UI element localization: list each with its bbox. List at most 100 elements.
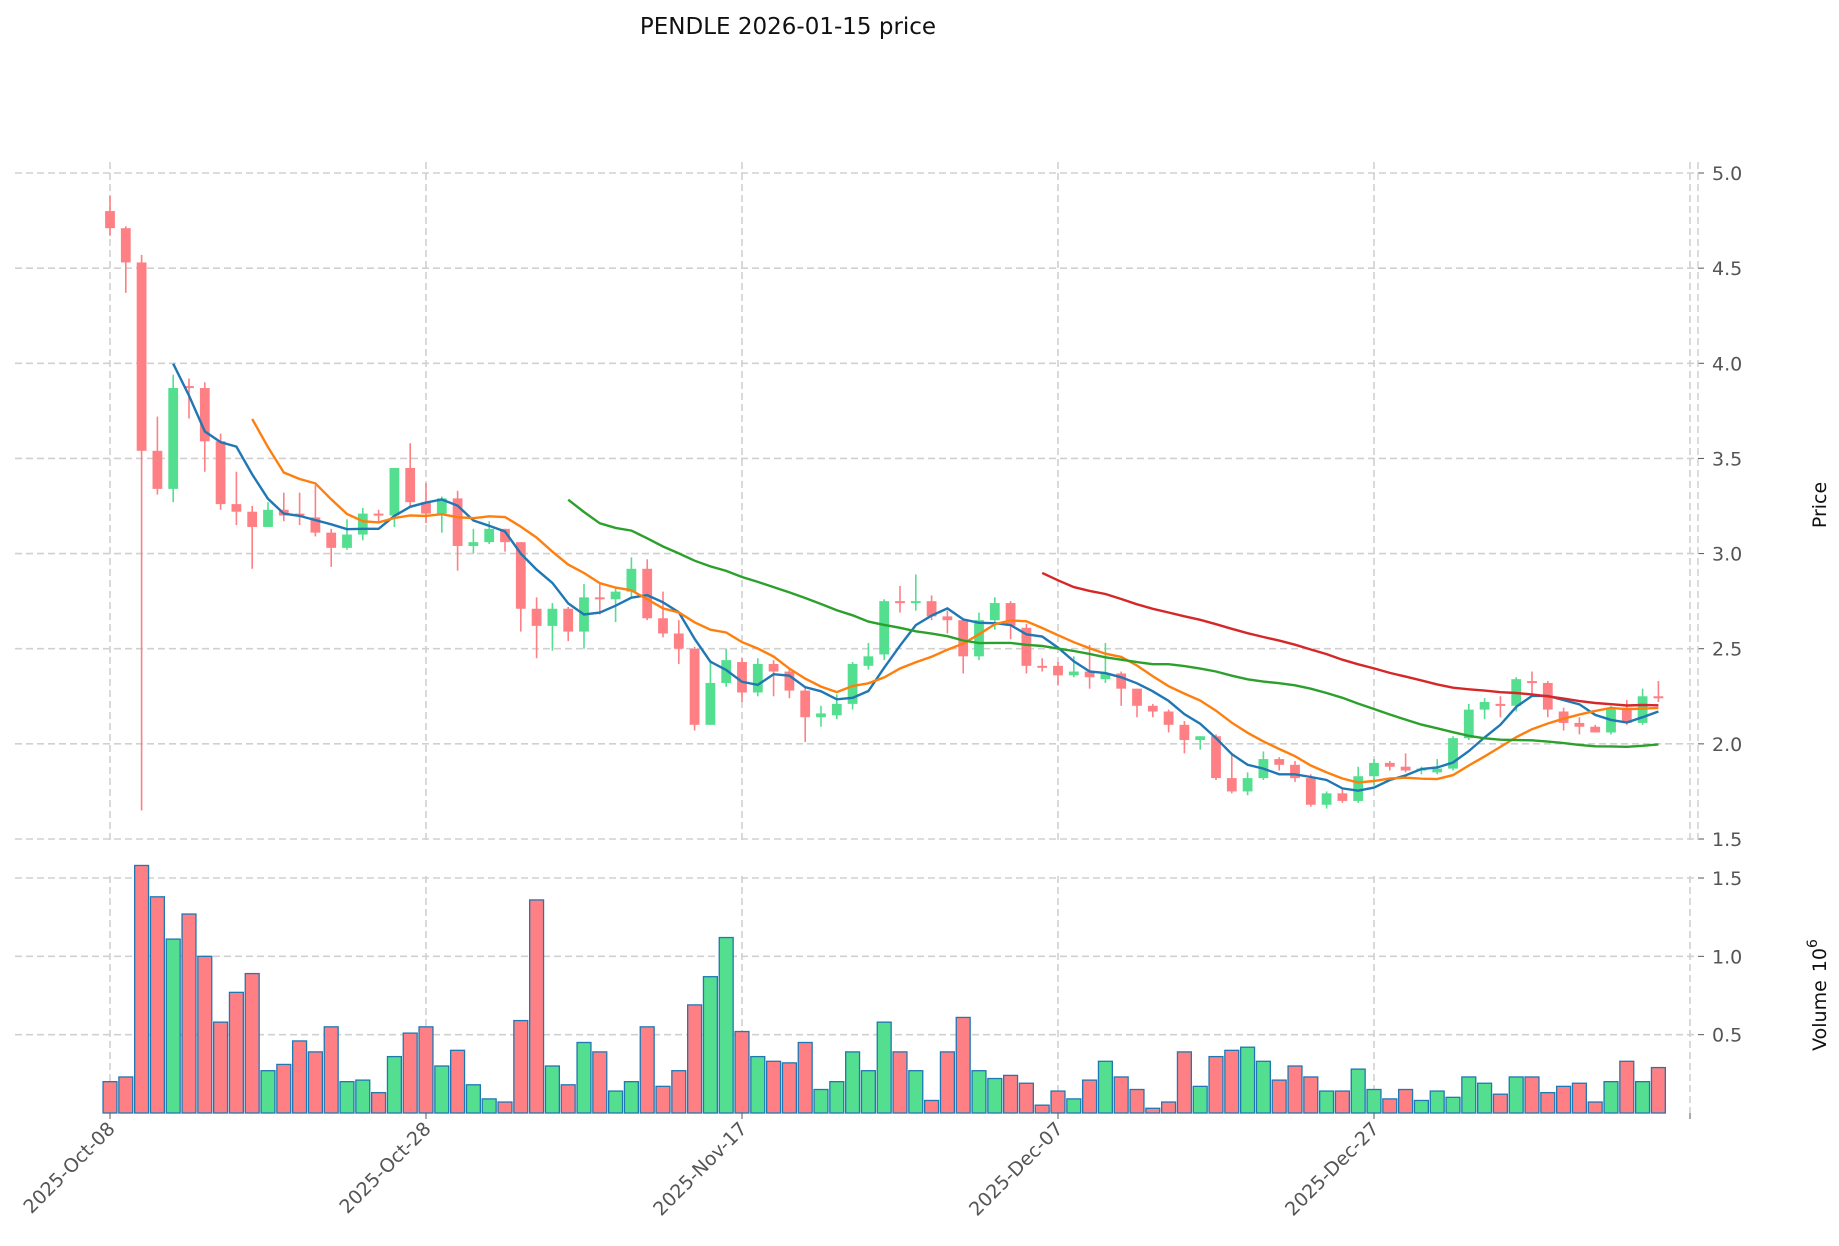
volume-bar xyxy=(1603,1081,1619,1114)
volume-bar xyxy=(481,1098,497,1114)
candle-body xyxy=(247,511,258,527)
candle-body xyxy=(752,663,763,693)
volume-bar xyxy=(1081,1079,1098,1114)
price-tick-label: 4.0 xyxy=(1712,353,1742,375)
candle-body xyxy=(389,467,400,516)
candle-body xyxy=(231,504,242,512)
volume-bar xyxy=(1334,1090,1351,1114)
candle-body xyxy=(1479,701,1490,710)
volume-label-base: 10 xyxy=(1809,948,1831,972)
volume-bar xyxy=(765,1060,782,1114)
volume-bar xyxy=(1129,1088,1145,1114)
price-tick-label: 3.0 xyxy=(1712,544,1742,566)
candle-body xyxy=(1321,793,1332,805)
candle-body xyxy=(831,703,842,716)
candle-body xyxy=(120,228,131,263)
volume-bar xyxy=(1255,1060,1272,1114)
volume-bar xyxy=(892,1051,908,1114)
volume-bar xyxy=(639,1026,655,1114)
candle-body xyxy=(1163,711,1174,725)
volume-bar xyxy=(1034,1104,1050,1114)
candle-body xyxy=(1495,703,1506,706)
volume-bar xyxy=(1208,1055,1224,1114)
volume-bar xyxy=(1066,1098,1082,1114)
price-tick-label: 2.0 xyxy=(1712,734,1742,756)
volume-bar xyxy=(987,1077,1003,1114)
volume-bar xyxy=(1650,1066,1667,1114)
volume-tick-label: 0.5 xyxy=(1712,1025,1742,1047)
volume-bar xyxy=(528,899,545,1114)
volume-bar xyxy=(465,1084,482,1114)
candle-body xyxy=(958,620,969,657)
volume-bar xyxy=(1097,1060,1114,1114)
date-tick-label: 2025-Dec-07 xyxy=(965,1118,1068,1221)
volume-bar xyxy=(734,1030,750,1114)
volume-bar xyxy=(260,1070,276,1114)
volume-bar xyxy=(702,976,719,1114)
candle-body xyxy=(436,498,447,514)
candle-body xyxy=(1369,762,1379,777)
volume-bar xyxy=(607,1090,624,1114)
volume-bar xyxy=(1224,1049,1240,1114)
volume-bar xyxy=(1587,1101,1603,1114)
candle-body xyxy=(1116,673,1127,689)
candle-body xyxy=(1463,709,1474,739)
volume-bar xyxy=(876,1021,892,1114)
volume-bar xyxy=(1287,1065,1303,1114)
candle-body xyxy=(452,498,463,546)
candle-body xyxy=(1290,764,1300,779)
candle-body xyxy=(1432,768,1443,773)
candle-body xyxy=(1211,736,1221,779)
volume-bar xyxy=(813,1088,829,1114)
volume-bar xyxy=(1303,1076,1319,1114)
volume-bar xyxy=(750,1055,766,1114)
candle-body xyxy=(168,388,179,489)
volume-bar xyxy=(165,938,181,1114)
volume-bar xyxy=(118,1076,134,1114)
volume-bar xyxy=(228,991,245,1114)
candle-body xyxy=(1005,603,1016,626)
price-tick-label: 4.5 xyxy=(1712,258,1742,280)
candle-body xyxy=(326,532,337,548)
candle-body xyxy=(1653,696,1664,699)
volume-bar xyxy=(1176,1051,1193,1114)
candle-body xyxy=(721,660,732,683)
volume-bar xyxy=(276,1063,292,1114)
candle-body xyxy=(705,682,716,725)
candle-body xyxy=(105,211,115,229)
volume-bar xyxy=(686,1004,703,1114)
volume-bar xyxy=(860,1070,877,1114)
grid xyxy=(15,162,1698,1113)
ma5-line xyxy=(172,363,1659,792)
candle-body xyxy=(1574,722,1585,727)
price-tick-label: 5.0 xyxy=(1712,163,1742,185)
volume-bar xyxy=(576,1041,592,1114)
volume-bar xyxy=(212,1021,229,1114)
ma60-line xyxy=(1041,571,1659,707)
volume-label-exponent: 6 xyxy=(1805,939,1821,948)
volume-bar xyxy=(1476,1082,1493,1114)
volume-axis-label: Volume 106 xyxy=(1805,939,1831,1051)
volume-tick-label: 1.0 xyxy=(1712,946,1742,968)
volume-bar xyxy=(1113,1076,1129,1114)
candle-body xyxy=(184,386,194,389)
candle-body xyxy=(1179,724,1190,741)
candle-body xyxy=(357,513,368,535)
volume-bar xyxy=(449,1049,466,1114)
volume-bar xyxy=(244,972,260,1114)
volume-bar xyxy=(718,936,734,1114)
volume-bar xyxy=(560,1084,576,1114)
candle-body xyxy=(1100,673,1111,680)
candle-body xyxy=(895,601,905,604)
moving-averages xyxy=(172,363,1659,792)
candles xyxy=(105,195,1664,811)
candle-body xyxy=(263,509,273,527)
volume-bar xyxy=(971,1070,987,1114)
candle-body xyxy=(863,656,874,666)
volume-bar xyxy=(1350,1068,1366,1114)
candle-body xyxy=(800,690,811,718)
candle-body xyxy=(1242,778,1253,792)
volume-bar xyxy=(1002,1074,1019,1114)
candle-body xyxy=(1353,776,1364,801)
candle-body xyxy=(1590,726,1601,733)
